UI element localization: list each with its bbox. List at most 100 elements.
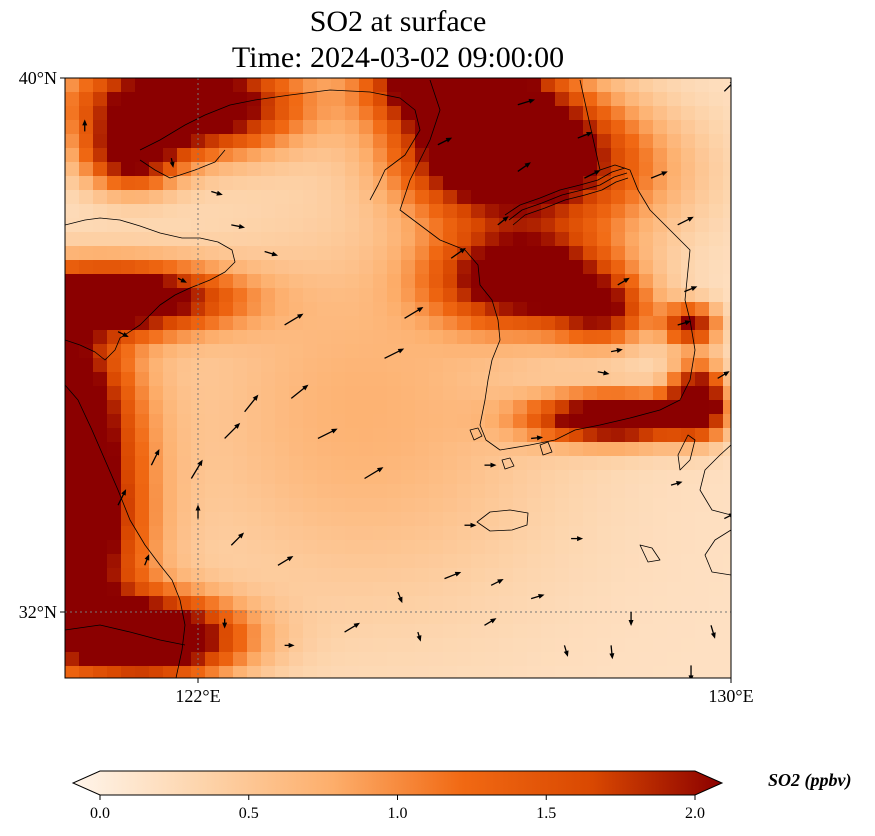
so2-grid-cell [373, 330, 388, 345]
so2-grid-cell [359, 204, 374, 219]
so2-grid-cell [177, 92, 192, 107]
so2-grid-cell [303, 288, 318, 303]
so2-grid-cell [275, 582, 290, 597]
so2-grid-cell [667, 288, 682, 303]
wind-arrow [517, 162, 531, 172]
so2-grid-cell [583, 190, 598, 205]
so2-grid-cell [121, 162, 136, 177]
so2-grid-cell [415, 92, 430, 107]
so2-grid-cell [723, 148, 731, 163]
so2-grid-cell [289, 330, 304, 345]
so2-grid-cell [401, 610, 416, 625]
so2-grid-cell [387, 148, 402, 163]
so2-grid-cell [415, 204, 430, 219]
so2-grid-cell [387, 442, 402, 457]
so2-grid-cell [191, 120, 206, 135]
so2-grid-cell [695, 414, 710, 429]
so2-grid-cell [359, 106, 374, 121]
so2-grid-cell [653, 344, 668, 359]
so2-grid-cell [289, 428, 304, 443]
so2-grid-cell [205, 92, 220, 107]
so2-grid-cell [667, 442, 682, 457]
so2-grid-cell [107, 372, 122, 387]
so2-grid-cell [93, 92, 108, 107]
so2-grid-cell [107, 512, 122, 527]
so2-grid-cell [457, 428, 472, 443]
so2-grid-cell [639, 484, 654, 499]
so2-grid-cell [149, 512, 164, 527]
so2-grid-cell [401, 498, 416, 513]
so2-grid-cell [709, 246, 724, 261]
so2-grid-cell [415, 568, 430, 583]
so2-grid-cell [289, 92, 304, 107]
china-coastline [65, 217, 236, 361]
so2-grid-cell [723, 302, 731, 317]
so2-grid-cell [345, 190, 360, 205]
so2-grid-cell [135, 148, 150, 163]
so2-grid-cell [485, 330, 500, 345]
so2-grid-cell [219, 274, 234, 289]
so2-grid-cell [247, 666, 262, 678]
so2-grid-cell [247, 610, 262, 625]
so2-grid-cell [681, 316, 696, 331]
so2-grid-cell [639, 148, 654, 163]
so2-grid-cell [597, 190, 612, 205]
so2-grid-cell [569, 106, 584, 121]
so2-grid-cell [233, 414, 248, 429]
so2-grid-cell [93, 120, 108, 135]
so2-grid-cell [163, 232, 178, 247]
so2-grid-cell [121, 148, 136, 163]
so2-grid-cell [177, 540, 192, 555]
so2-grid-cell [121, 554, 136, 569]
so2-grid-cell [359, 218, 374, 233]
so2-grid-cell [709, 610, 724, 625]
wind-arrow [117, 331, 129, 338]
so2-grid-cell [65, 484, 80, 499]
so2-grid-cell [499, 148, 514, 163]
so2-grid-cell [303, 666, 318, 678]
so2-grid-cell [625, 190, 640, 205]
so2-grid-cell [443, 428, 458, 443]
so2-grid-cell [135, 638, 150, 653]
so2-grid-cell [387, 120, 402, 135]
so2-grid-cell [317, 148, 332, 163]
so2-grid-cell [233, 232, 248, 247]
so2-grid-cell [177, 666, 192, 678]
wind-arrow [195, 504, 201, 519]
so2-grid-cell [387, 554, 402, 569]
so2-grid-cell [135, 218, 150, 233]
so2-grid-cell [499, 204, 514, 219]
so2-grid-cell [555, 498, 570, 513]
so2-grid-cell [219, 344, 234, 359]
so2-grid-cell [177, 162, 192, 177]
so2-grid-cell [163, 316, 178, 331]
so2-grid-cell [163, 358, 178, 373]
so2-grid-cell [485, 442, 500, 457]
so2-grid-cell [443, 78, 458, 93]
so2-grid-cell [303, 148, 318, 163]
wind-arrow [597, 370, 610, 376]
so2-grid-cell [443, 260, 458, 275]
so2-grid-cell [527, 134, 542, 149]
so2-grid-cell [695, 610, 710, 625]
so2-grid-cell [541, 92, 556, 107]
so2-grid-cell [667, 358, 682, 373]
so2-grid-cell [163, 470, 178, 485]
so2-grid-cell [709, 358, 724, 373]
so2-grid-cell [499, 176, 514, 191]
so2-grid-cell [555, 330, 570, 345]
so2-grid-cell [79, 148, 94, 163]
china-south-coast [65, 384, 186, 678]
so2-grid-cell [569, 218, 584, 233]
so2-grid-cell [359, 456, 374, 471]
so2-grid-cell [289, 78, 304, 93]
so2-grid-cell [513, 540, 528, 555]
so2-grid-cell [625, 386, 640, 401]
so2-grid-cell [709, 582, 724, 597]
wind-arrow [677, 320, 692, 326]
so2-grid-cell [121, 568, 136, 583]
so2-grid-cell [415, 344, 430, 359]
so2-grid-cell [121, 652, 136, 667]
so2-grid-cell [443, 246, 458, 261]
wind-arrow [397, 591, 403, 604]
